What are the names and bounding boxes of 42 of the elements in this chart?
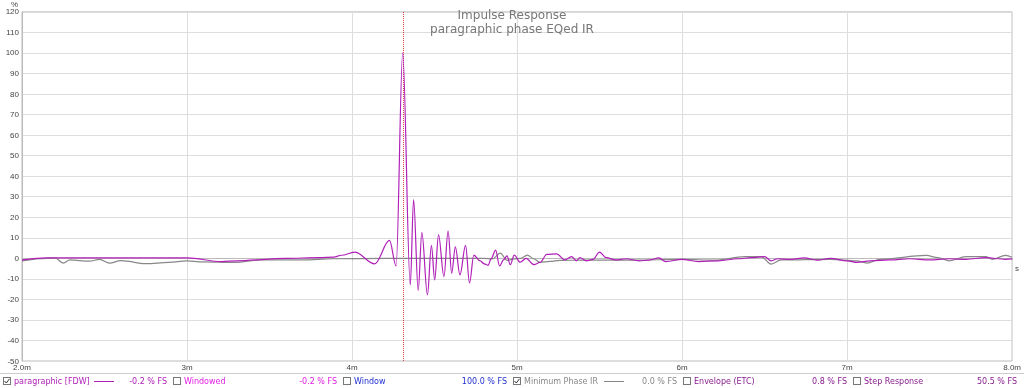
y-tick-label: -40 bbox=[7, 335, 20, 345]
y-tick-label: -50 bbox=[7, 356, 20, 366]
y-tick-label: 20 bbox=[10, 212, 20, 222]
y-tick-label: 40 bbox=[10, 171, 20, 181]
y-tick-label: -20 bbox=[7, 294, 20, 304]
y-tick-label: -10 bbox=[7, 274, 20, 284]
y-tick-label: 70 bbox=[10, 110, 20, 120]
y-tick-label: 110 bbox=[6, 27, 20, 37]
text: 50.5 % FS bbox=[976, 376, 1017, 386]
x-tick-label: 3m bbox=[181, 362, 193, 372]
x-tick-label: 6m bbox=[676, 362, 688, 372]
y-tick-label: 80 bbox=[10, 89, 20, 99]
y-tick-label: 50 bbox=[10, 151, 20, 161]
text: Step Response bbox=[864, 376, 925, 386]
y-tick-label: 100 bbox=[5, 48, 20, 58]
y-tick-label: 10 bbox=[10, 233, 20, 243]
x-tick-label: 7m bbox=[841, 362, 853, 372]
y-tick-label: -30 bbox=[7, 315, 20, 325]
x-tick-label: 5m bbox=[511, 362, 523, 372]
line-series bbox=[21, 52, 1013, 296]
line-series bbox=[21, 252, 1013, 265]
text: 0.8 % FS bbox=[812, 376, 847, 386]
text: Envelope (ETC) bbox=[694, 376, 756, 386]
x-axis-title: s bbox=[1015, 263, 1020, 273]
chart-title: Impulse Response bbox=[457, 8, 567, 22]
x-tick-label: 4m bbox=[346, 362, 358, 372]
y-tick-label: 120 bbox=[5, 7, 20, 17]
text: paragraphic [FDW] bbox=[14, 376, 91, 386]
x-tick-label: 8.0m bbox=[1003, 362, 1022, 372]
text: 100.0 % FS bbox=[461, 376, 507, 386]
y-tick-label: 90 bbox=[10, 69, 20, 79]
text: 0.0 % FS bbox=[642, 376, 677, 386]
text: Windowed bbox=[184, 376, 227, 386]
y-tick-label: 0 bbox=[14, 253, 20, 263]
text: Minimum Phase IR bbox=[524, 376, 599, 386]
text: -0.2 % FS bbox=[299, 376, 337, 386]
y-tick-label: 60 bbox=[10, 130, 20, 140]
text: paragraphic phase EQed IR bbox=[430, 22, 594, 36]
y-axis-title: % bbox=[10, 0, 18, 9]
text: Window bbox=[354, 376, 387, 386]
text: -0.2 % FS bbox=[129, 376, 167, 386]
y-tick-label: 30 bbox=[10, 192, 20, 202]
